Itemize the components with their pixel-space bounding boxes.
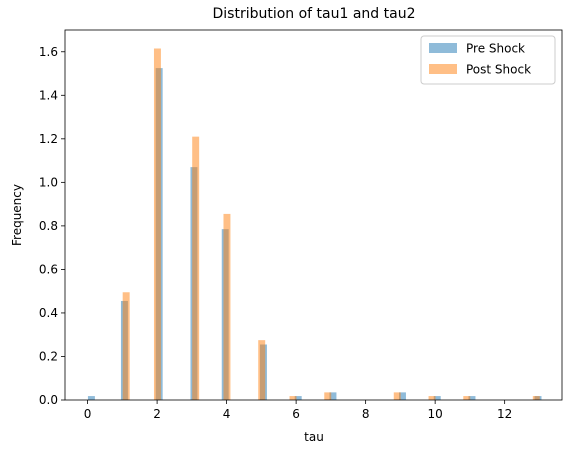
bar-pre-shock-7 [329,392,337,400]
y-tick-label: 0.8 [39,219,58,233]
chart-title: Distribution of tau1 and tau2 [212,6,415,22]
y-tick-label: 1.4 [39,88,58,102]
bar-post-shock-1 [153,48,161,400]
x-tick-label: 0 [84,407,92,421]
x-tick-label: 12 [497,407,512,421]
bar-post-shock-3 [223,213,231,400]
bars-layer [87,48,542,400]
bar-post-shock-8 [428,396,436,400]
y-tick-label: 1.6 [39,45,58,59]
bar-post-shock-7 [393,392,401,400]
x-tick-label: 2 [153,407,161,421]
bar-post-shock-5 [289,396,297,400]
x-tick-label: 6 [292,407,300,421]
bar-pre-shock-8 [399,392,406,400]
y-tick-label: 0.2 [39,349,58,363]
bar-post-shock-4 [258,340,266,400]
bar-pre-shock-0 [87,396,95,400]
y-tick-label: 1.2 [39,132,58,146]
x-tick-label: 4 [223,407,231,421]
x-axis-ticks: 0 2 4 6 8 10 12 [84,400,512,421]
legend-swatch-pre-shock [429,43,457,53]
y-axis-label: Frequency [10,184,24,246]
y-tick-label: 0.0 [39,393,58,407]
x-axis-label: tau [304,430,324,444]
bar-post-shock-6 [324,392,332,400]
y-axis-ticks: 0.0 0.2 0.4 0.6 0.8 1.0 1.2 1.4 1.6 [39,45,65,407]
legend-label-post-shock: Post Shock [466,63,531,77]
legend-label-pre-shock: Pre Shock [466,42,525,56]
y-tick-label: 0.4 [39,306,58,320]
y-tick-label: 1.0 [39,175,58,189]
legend-swatch-post-shock [429,64,457,74]
plot-frame [64,29,563,401]
legend: Pre Shock Post Shock [420,35,556,85]
bar-pre-shock-9 [433,396,441,400]
bar-post-shock-0 [122,292,130,400]
x-tick-label: 10 [428,407,443,421]
bar-post-shock-10 [532,396,540,400]
bar-post-shock-9 [463,396,471,400]
y-tick-label: 0.6 [39,262,58,276]
bar-pre-shock-6 [294,396,302,400]
bar-pre-shock-10 [468,396,476,400]
bar-post-shock-2 [192,136,200,400]
x-tick-label: 8 [362,407,370,421]
